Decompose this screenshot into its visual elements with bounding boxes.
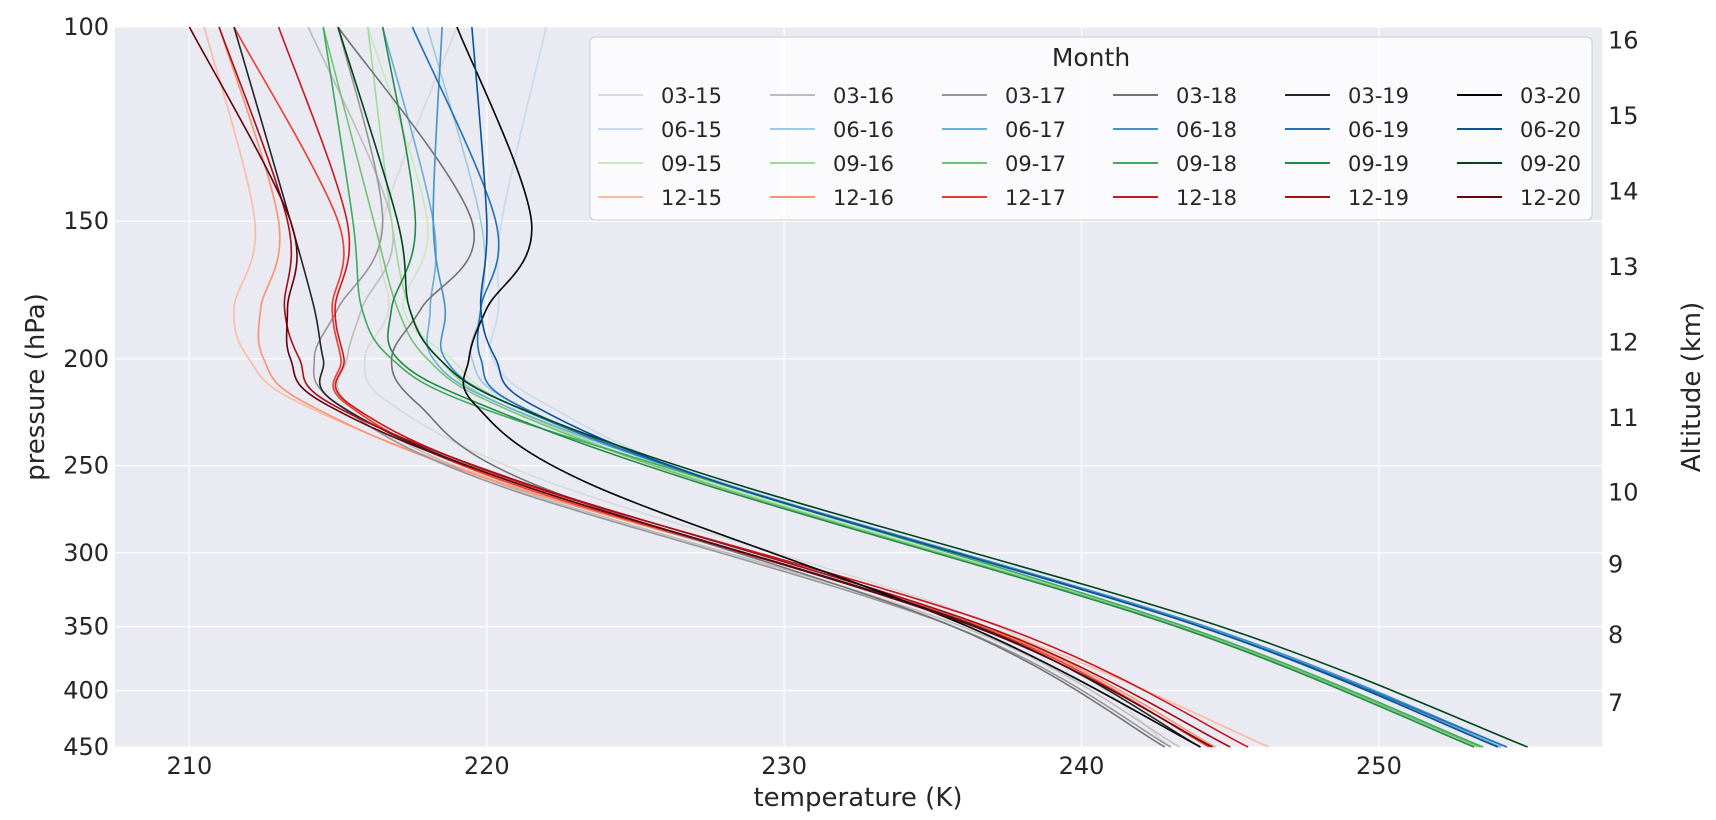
y-axis-ticks: 100 150 200 250 300 350 400 450 <box>63 13 109 761</box>
y2-tick-label: 13 <box>1608 253 1639 281</box>
y-tick-label: 400 <box>63 677 109 705</box>
y2-tick-label: 10 <box>1608 478 1639 506</box>
y-tick-label: 150 <box>63 207 109 235</box>
series-line-12-16 <box>218 26 1216 748</box>
x-tick-label: 230 <box>761 752 807 780</box>
legend-label: 09-18 <box>1176 152 1237 176</box>
series-line-12-19 <box>218 26 1231 748</box>
y2-tick-label: 7 <box>1608 689 1623 717</box>
legend-label: 12-15 <box>661 186 722 210</box>
legend-label: 03-16 <box>833 84 894 108</box>
legend-label: 06-20 <box>1520 118 1581 142</box>
y2-tick-label: 12 <box>1608 329 1639 357</box>
y2-tick-label: 11 <box>1608 404 1639 432</box>
series-line-06-20 <box>471 26 1499 748</box>
legend-label: 09-15 <box>661 152 722 176</box>
y2-axis-ticks: 7 8 9 10 11 12 13 14 15 16 <box>1608 27 1639 718</box>
x-tick-label: 220 <box>464 752 510 780</box>
y2-tick-label: 8 <box>1608 621 1623 649</box>
series-line-09-17 <box>322 26 1481 748</box>
legend-label: 12-20 <box>1520 186 1581 210</box>
y-tick-label: 350 <box>63 613 109 641</box>
legend-label: 03-20 <box>1520 84 1581 108</box>
series-line-03-20 <box>456 26 1201 748</box>
legend-label: 09-19 <box>1348 152 1409 176</box>
series-line-12-18 <box>277 26 1249 748</box>
y-tick-label: 250 <box>63 452 109 480</box>
x-axis-label: temperature (K) <box>753 783 962 813</box>
legend-label: 12-19 <box>1348 186 1409 210</box>
series-line-09-16 <box>367 26 1478 748</box>
legend-label: 06-19 <box>1348 118 1409 142</box>
legend-label: 09-16 <box>833 152 894 176</box>
x-axis-ticks: 210 220 230 240 250 <box>166 752 1401 780</box>
legend-label: 09-20 <box>1520 152 1581 176</box>
series-line-09-20 <box>337 26 1528 748</box>
legend-box <box>589 36 1593 221</box>
legend-label: 03-19 <box>1348 84 1409 108</box>
y-tick-label: 450 <box>63 733 109 761</box>
series-line-06-17 <box>381 26 1502 748</box>
y2-tick-label: 15 <box>1608 102 1639 130</box>
x-tick-label: 240 <box>1059 752 1105 780</box>
legend-label: 12-17 <box>1005 186 1066 210</box>
legend: Month 03-15 06-15 09-15 12-15 03-16 06-16 09-1… <box>589 36 1593 221</box>
series-line-09-19 <box>381 26 1475 748</box>
series-layer <box>188 26 1528 748</box>
legend-label: 12-18 <box>1176 186 1237 210</box>
y2-tick-label: 9 <box>1608 551 1623 579</box>
legend-label: 06-17 <box>1005 118 1066 142</box>
series-line-12-20 <box>188 26 1213 748</box>
x-tick-label: 250 <box>1356 752 1402 780</box>
legend-label: 03-17 <box>1005 84 1066 108</box>
y-tick-label: 100 <box>63 13 109 41</box>
y2-axis-label: Altitude (km) <box>1677 302 1707 473</box>
y2-tick-label: 14 <box>1608 178 1639 206</box>
series-line-06-18 <box>432 26 1508 748</box>
legend-label: 09-17 <box>1005 152 1066 176</box>
y-tick-label: 300 <box>63 539 109 567</box>
x-tick-label: 210 <box>166 752 212 780</box>
y-axis-label: pressure (hPa) <box>21 293 51 481</box>
legend-title: Month <box>1052 43 1130 72</box>
legend-entries: 03-15 06-15 09-15 12-15 03-16 06-16 09-16 12-16… <box>598 84 1581 210</box>
legend-label: 06-16 <box>833 118 894 142</box>
legend-label: 03-15 <box>661 84 722 108</box>
legend-label: 06-18 <box>1176 118 1237 142</box>
legend-label: 12-16 <box>833 186 894 210</box>
y-tick-label: 200 <box>63 345 109 373</box>
legend-label: 06-15 <box>661 118 722 142</box>
series-line-12-17 <box>233 26 1210 748</box>
y2-tick-label: 16 <box>1608 27 1639 55</box>
legend-label: 03-18 <box>1176 84 1237 108</box>
series-line-03-18 <box>337 26 1166 748</box>
